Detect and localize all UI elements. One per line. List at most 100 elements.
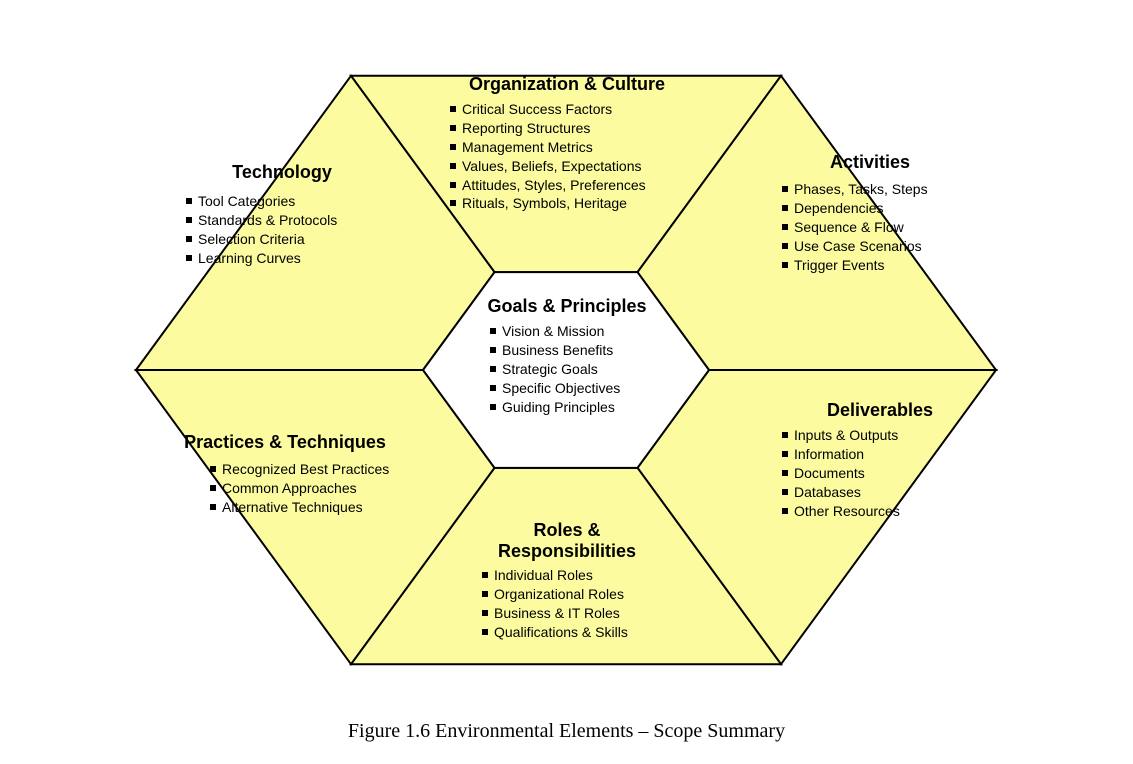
list-item-label: Use Case Scenarios — [794, 237, 922, 256]
segment-title-org_culture: Organization & Culture — [432, 74, 702, 95]
list-item: Rituals, Symbols, Heritage — [450, 194, 690, 213]
list-item-label: Other Resources — [794, 502, 900, 521]
segment-list-technology: Tool CategoriesStandards & ProtocolsSele… — [186, 192, 396, 268]
bullet-icon — [782, 205, 788, 211]
list-item-label: Inputs & Outputs — [794, 426, 898, 445]
bullet-icon — [450, 200, 456, 206]
segment-list-org_culture: Critical Success FactorsReporting Struct… — [450, 100, 690, 213]
bullet-icon — [782, 224, 788, 230]
list-item: Databases — [782, 483, 982, 502]
list-item: Strategic Goals — [490, 360, 670, 379]
list-item: Values, Beliefs, Expectations — [450, 157, 690, 176]
bullet-icon — [210, 485, 216, 491]
list-item-label: Tool Categories — [198, 192, 295, 211]
bullet-icon — [490, 328, 496, 334]
list-item: Trigger Events — [782, 256, 982, 275]
bullet-icon — [186, 217, 192, 223]
list-item: Documents — [782, 464, 982, 483]
list-item: Business Benefits — [490, 341, 670, 360]
bullet-icon — [450, 182, 456, 188]
list-item: Vision & Mission — [490, 322, 670, 341]
bullet-icon — [782, 451, 788, 457]
bullet-icon — [490, 366, 496, 372]
list-item: Common Approaches — [210, 479, 440, 498]
list-item-label: Vision & Mission — [502, 322, 604, 341]
list-item-label: Guiding Principles — [502, 398, 615, 417]
bullet-icon — [482, 572, 488, 578]
list-item-label: Alternative Techniques — [222, 498, 363, 517]
bullet-icon — [782, 508, 788, 514]
segment-title-activities: Activities — [780, 152, 960, 173]
list-item-label: Critical Success Factors — [462, 100, 612, 119]
list-item: Organizational Roles — [482, 585, 692, 604]
bullet-icon — [450, 125, 456, 131]
bullet-icon — [482, 610, 488, 616]
bullet-icon — [490, 385, 496, 391]
list-item-label: Business Benefits — [502, 341, 613, 360]
diagram-stage: Organization & Culture Critical Success F… — [0, 0, 1133, 764]
bullet-icon — [782, 432, 788, 438]
bullet-icon — [186, 236, 192, 242]
segment-title-goals: Goals & Principles — [452, 296, 682, 317]
bullet-icon — [450, 106, 456, 112]
bullet-icon — [782, 243, 788, 249]
list-item: Recognized Best Practices — [210, 460, 440, 479]
bullet-icon — [210, 504, 216, 510]
segment-title-deliverables: Deliverables — [790, 400, 970, 421]
segment-list-deliverables: Inputs & OutputsInformationDocumentsData… — [782, 426, 982, 520]
segment-list-goals: Vision & MissionBusiness BenefitsStrateg… — [490, 322, 670, 416]
list-item-label: Business & IT Roles — [494, 604, 620, 623]
segment-list-activities: Phases, Tasks, StepsDependenciesSequence… — [782, 180, 982, 274]
list-item-label: Attitudes, Styles, Preferences — [462, 176, 646, 195]
list-item: Use Case Scenarios — [782, 237, 982, 256]
segment-title-technology: Technology — [182, 162, 382, 183]
bullet-icon — [490, 404, 496, 410]
list-item: Learning Curves — [186, 249, 396, 268]
list-item-label: Strategic Goals — [502, 360, 598, 379]
list-item: Management Metrics — [450, 138, 690, 157]
list-item-label: Databases — [794, 483, 861, 502]
segment-title-roles: Roles & Responsibilities — [452, 520, 682, 561]
list-item-label: Standards & Protocols — [198, 211, 337, 230]
list-item-label: Individual Roles — [494, 566, 593, 585]
list-item-label: Sequence & Flow — [794, 218, 904, 237]
list-item: Alternative Techniques — [210, 498, 440, 517]
list-item-label: Reporting Structures — [462, 119, 590, 138]
list-item-label: Values, Beliefs, Expectations — [462, 157, 642, 176]
list-item: Selection Criteria — [186, 230, 396, 249]
bullet-icon — [782, 262, 788, 268]
bullet-icon — [482, 591, 488, 597]
list-item: Qualifications & Skills — [482, 623, 692, 642]
list-item-label: Organizational Roles — [494, 585, 624, 604]
bullet-icon — [186, 255, 192, 261]
list-item: Business & IT Roles — [482, 604, 692, 623]
list-item-label: Rituals, Symbols, Heritage — [462, 194, 627, 213]
segment-list-practices: Recognized Best PracticesCommon Approach… — [210, 460, 440, 517]
bullet-icon — [450, 163, 456, 169]
list-item: Tool Categories — [186, 192, 396, 211]
bullet-icon — [490, 347, 496, 353]
list-item-label: Recognized Best Practices — [222, 460, 389, 479]
list-item: Inputs & Outputs — [782, 426, 982, 445]
bullet-icon — [186, 198, 192, 204]
list-item-label: Documents — [794, 464, 865, 483]
list-item-label: Trigger Events — [794, 256, 885, 275]
list-item-label: Selection Criteria — [198, 230, 305, 249]
bullet-icon — [210, 466, 216, 472]
list-item-label: Management Metrics — [462, 138, 593, 157]
bullet-icon — [782, 186, 788, 192]
list-item: Attitudes, Styles, Preferences — [450, 176, 690, 195]
list-item-label: Learning Curves — [198, 249, 301, 268]
segment-list-roles: Individual RolesOrganizational RolesBusi… — [482, 566, 692, 642]
list-item: Individual Roles — [482, 566, 692, 585]
list-item: Dependencies — [782, 199, 982, 218]
segment-title-practices: Practices & Techniques — [155, 432, 415, 453]
list-item: Phases, Tasks, Steps — [782, 180, 982, 199]
list-item: Standards & Protocols — [186, 211, 396, 230]
bullet-icon — [482, 629, 488, 635]
bullet-icon — [782, 489, 788, 495]
list-item: Other Resources — [782, 502, 982, 521]
list-item-label: Specific Objectives — [502, 379, 620, 398]
list-item: Information — [782, 445, 982, 464]
list-item: Reporting Structures — [450, 119, 690, 138]
